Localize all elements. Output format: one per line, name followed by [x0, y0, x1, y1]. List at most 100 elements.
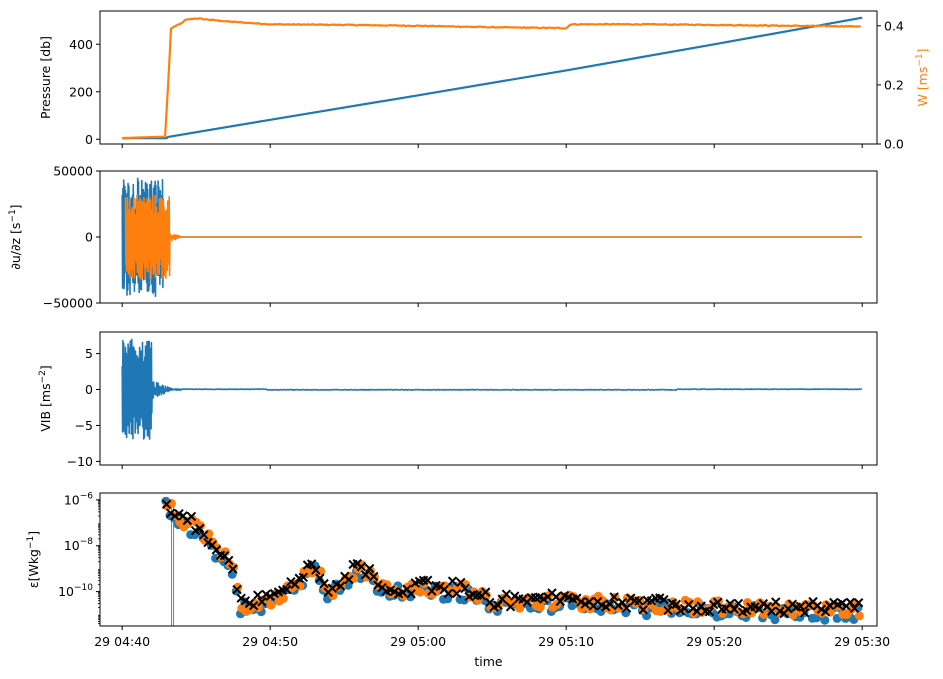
- scatter-point-x: [364, 563, 375, 574]
- y-tick-label: −10: [67, 454, 93, 469]
- scatter-point-x: [228, 564, 238, 574]
- series-line-blue: [121, 338, 863, 440]
- axes-frame-3: [99, 331, 878, 466]
- scatter-point-x: [671, 599, 682, 610]
- y-tick-label: 200: [69, 84, 93, 99]
- y2-tick-label: 0.0: [884, 137, 904, 152]
- y-axis-label-2: ∂u/∂z [s−1]: [8, 204, 23, 269]
- scatter-point-x: [617, 597, 628, 608]
- y-tick-label: 0: [85, 230, 93, 245]
- scatter-point-x: [456, 577, 466, 588]
- scatter-point-x: [795, 601, 806, 612]
- scatter-point-x: [766, 606, 777, 617]
- scatter-point-x: [335, 581, 346, 591]
- scatter-point-orange: [278, 594, 288, 603]
- scatter-point-x: [186, 511, 197, 522]
- y2-axis-label: W [ms−1]: [915, 48, 930, 106]
- y-tick-label: 0: [85, 382, 93, 397]
- scatter-point-x: [236, 593, 246, 603]
- x-tick-label: 29 04:50: [242, 634, 298, 649]
- scatter-point-x: [195, 523, 205, 534]
- scatter-point-x: [344, 574, 354, 585]
- scatter-point-orange: [515, 603, 525, 613]
- scatter-point-x: [451, 588, 462, 599]
- scatter-point-x: [443, 588, 454, 599]
- scatter-point-x: [729, 604, 740, 614]
- scatter-point-x: [282, 584, 292, 595]
- scatter-point-x: [638, 605, 648, 615]
- scatter-point-x: [845, 597, 856, 608]
- y-axis-label-1: Pressure [db]: [38, 36, 53, 119]
- scatter-point-x: [422, 575, 433, 585]
- y2-tick-label: 0.4: [884, 18, 904, 33]
- scatter-point-x: [853, 598, 864, 608]
- scatter-point-x: [298, 572, 309, 582]
- scatter-point-x: [555, 596, 565, 607]
- y-tick-label: 0: [85, 132, 93, 147]
- scatter-point-x: [820, 607, 831, 617]
- scatter-point-x: [621, 603, 632, 613]
- x-tick-label: 29 05:30: [834, 634, 890, 649]
- scatter-point-x: [369, 571, 379, 582]
- scatter-point-x: [659, 594, 669, 605]
- scatter-point-x: [406, 589, 416, 599]
- x-tick-label: 29 04:40: [94, 634, 150, 649]
- scatter-point-x: [800, 608, 810, 618]
- scatter-point-x: [319, 578, 329, 589]
- y2-tick-label: 0.2: [884, 77, 904, 92]
- x-tick-label: 29 05:10: [538, 634, 594, 649]
- scatter-point-x: [257, 597, 267, 607]
- scatter-point-x: [493, 600, 503, 611]
- scatter-point-blue: [770, 615, 780, 625]
- scatter-point-x: [505, 602, 516, 612]
- x-tick-label: 29 05:00: [390, 634, 446, 649]
- axes-frame-1: [99, 10, 878, 145]
- scatter-point-orange: [361, 572, 371, 582]
- scatter-point-x: [360, 570, 371, 580]
- scatter-point-x: [733, 598, 744, 609]
- scatter-point-x: [356, 562, 367, 572]
- scatter-point-orange: [328, 591, 338, 600]
- scatter-point-x: [224, 555, 234, 566]
- scatter-point-x: [460, 583, 470, 594]
- scatter-point-x: [253, 590, 263, 600]
- scatter-point-orange: [266, 600, 276, 610]
- y-tick-label: 400: [69, 37, 93, 52]
- y-axis-label-4: ε[Wkg−1]: [26, 531, 41, 588]
- axes-frame-4: [99, 492, 878, 627]
- scatter-point-x: [290, 579, 300, 590]
- x-tick-label: 29 05:20: [686, 634, 742, 649]
- scatter-point-x: [501, 589, 512, 599]
- scatter-point-x: [609, 592, 619, 602]
- scatter-point-x: [232, 584, 242, 595]
- scatter-point-x: [311, 565, 321, 575]
- scatter-point-x: [199, 530, 209, 540]
- scatter-point-orange: [854, 611, 864, 621]
- scatter-point-x: [161, 499, 172, 509]
- scatter-point-x: [713, 597, 723, 607]
- y-tick-label: 5: [85, 346, 93, 361]
- scatter-point-x: [605, 599, 615, 609]
- scatter-point-x: [634, 596, 644, 606]
- scatter-point-x: [240, 596, 251, 606]
- y-axis-label-3: VIB [ms−2]: [38, 365, 53, 432]
- scatter-point-orange: [415, 587, 425, 597]
- w-series-line: [122, 17, 861, 140]
- scatter-point-x: [771, 597, 781, 607]
- scatter-point-orange: [535, 602, 545, 612]
- scatter-point-x: [248, 601, 259, 611]
- series-line-orange: [124, 194, 862, 280]
- y-tick-label: −50000: [43, 296, 93, 311]
- pressure-series-line: [122, 16, 863, 140]
- scatter-point-x: [704, 607, 715, 617]
- scatter-point-x: [306, 559, 317, 569]
- y-tick-label: 50000: [53, 164, 93, 179]
- scatter-point-blue: [820, 615, 830, 625]
- scatter-point-x: [480, 587, 491, 597]
- x-axis-label: time: [474, 654, 503, 669]
- scatter-point-x: [447, 576, 458, 586]
- scatter-point-x: [663, 605, 673, 616]
- y-tick-label: −5: [75, 418, 93, 433]
- scatter-point-orange: [212, 543, 222, 553]
